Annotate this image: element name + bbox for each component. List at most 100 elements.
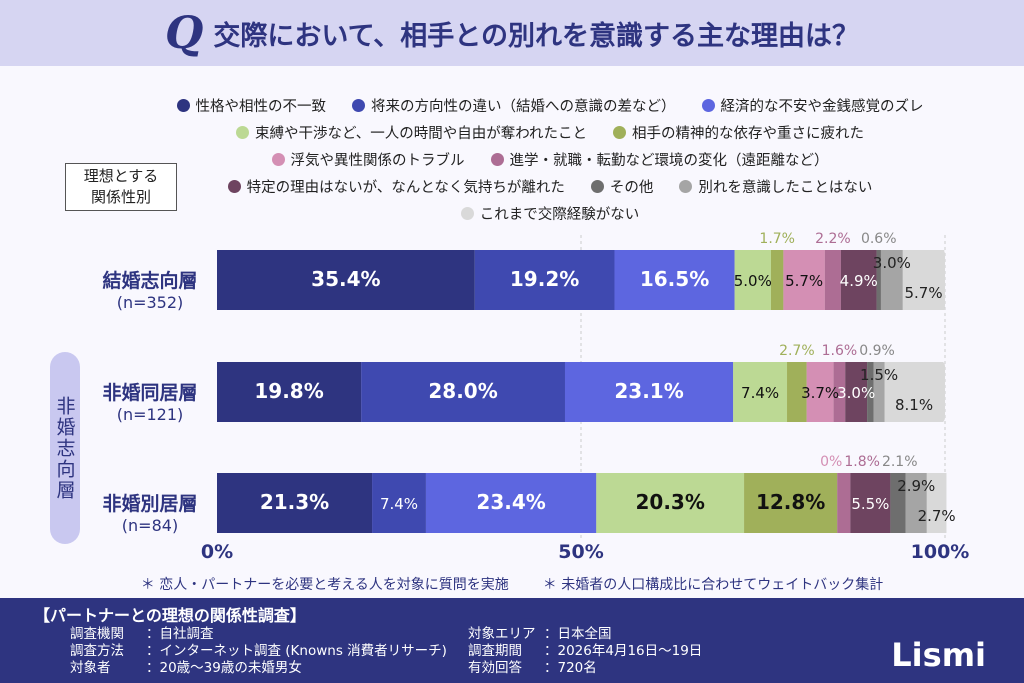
row-n: (n=352) [116,293,184,312]
data-label: 35.4% [311,267,380,291]
data-label: 23.1% [614,379,683,403]
data-label: 4.9% [840,272,878,290]
bar-segment [614,250,735,310]
bar-segment [890,473,906,533]
info-key: 調査機関 [70,626,124,642]
bar-segment [884,362,944,422]
legend-label: 経済的な不安や金銭感覚のズレ [720,99,924,115]
info-value: ：20歳～39歳の未婚男女 [146,660,302,676]
info-value: ：インターネット調査 (Knowns 消費者リサーチ) [146,643,447,659]
row-name: 結婚志向層 [102,270,198,292]
data-label: 1.5% [860,366,898,384]
legend-item: その他 [590,176,653,197]
legend-dot [460,207,474,220]
legend-label: 進学・就職・転勤など環境の変化（遠距離など） [509,153,829,169]
legend-dot [701,99,715,112]
legend-label: 相手の精神的な依存や重さに疲れた [632,126,865,142]
data-label: 5.5% [851,495,889,513]
data-label: 3.0% [837,384,875,402]
data-label: 5.7% [785,272,823,290]
legend-item: 進学・就職・転勤など環境の変化（遠距離など） [490,149,829,170]
data-label: 5.7% [904,284,942,302]
info-value: ：自社調査 [146,626,214,642]
header: Q 交際において、相手との別れを意識する主な理由は？ [0,0,1024,66]
row-n: (n=84) [121,516,179,535]
bar-segment [744,473,838,533]
q-mark: Q [165,7,204,59]
legend-item: 浮気や異性関係のトラブル [271,149,465,170]
data-label: 8.1% [895,396,933,414]
data-label: 0.9% [859,343,895,359]
bar-segment [876,250,881,310]
info-key: 有効回答 [468,660,522,676]
bar-segment [867,362,874,422]
bar-segment [372,473,426,533]
data-label: 7.4% [380,495,418,513]
notes: ＊ 恋人・パートナーを必要と考える人を対象に質問を実施 ＊ 未婚者の人口構成比に… [0,574,1024,594]
info-key: 調査期間 [468,643,522,659]
data-label: 2.9% [897,477,935,495]
bar-segment [873,362,885,422]
x-tick: 100% [910,541,970,563]
legend-label: 浮気や異性関係のトラブル [290,153,465,169]
axis-label-line2: 関係性別 [90,188,151,206]
legend-item: 相手の精神的な依存や重さに疲れた [613,122,864,143]
bar-segment [783,250,825,310]
info-key: 対象者 [70,660,111,676]
legend-label: これまで交際経験がない [479,207,640,223]
legend-dot [590,180,604,193]
bar-segment [845,362,868,422]
axis-category-label: 理想とする 関係性別 [65,163,177,211]
legend-row: 特定の理由はないが、なんとなく気持ちが離れた その他 別れを意識したことはない [120,173,980,200]
bar-segment [787,362,807,422]
x-tick: 50% [558,541,604,563]
info-key: 調査方法 [70,643,124,659]
legend-item: 経済的な不安や金銭感覚のズレ [701,95,924,116]
bar-segment [880,250,903,310]
bar-segment [771,250,784,310]
legend-label: 性格や相性の不一致 [195,99,327,115]
bar-segment [806,362,834,422]
legend-row: これまで交際経験がない [120,200,980,227]
data-label: 2.7% [779,343,815,359]
legend-label: 別れを意識したことはない [698,180,873,196]
legend-label: 将来の方向性の違い（結婚への意識の差など） [371,99,676,115]
bar-segment [425,473,597,533]
info-key: 対象エリア [468,626,536,642]
info-value: ：日本全国 [544,626,612,642]
data-label: 5.0% [734,272,772,290]
footer: 【パートナーとの理想の関係性調査】 調査機関 ：自社調査 調査方法 ：インターネット… [0,598,1024,683]
row-label-0: 結婚志向層 (n=352) [90,266,210,312]
legend-row: 浮気や異性関係のトラブル 進学・就職・転勤など環境の変化（遠距離など） [120,146,980,173]
bar-segment [850,473,891,533]
data-label: 21.3% [260,490,329,514]
legend-dot [679,180,693,193]
data-label: 1.8% [844,454,880,470]
legend: 性格や相性の不一致 将来の方向性の違い（結婚への意識の差など） 経済的な不安や金銭感… [120,92,980,227]
footer-left: 調査機関 ：自社調査 調査方法 ：インターネット調査 (Knowns 消費者リサーチ… [70,626,447,677]
legend-dot [352,99,365,112]
data-label: 0% [820,454,842,470]
footer-title: 【パートナーとの理想の関係性調査】 [34,606,306,625]
info-value: ：720名 [544,660,597,676]
data-label: 28.0% [428,379,497,403]
data-label: 2.1% [882,454,918,470]
x-tick: 0% [200,541,234,563]
data-label: 1.6% [822,343,858,359]
footer-right: 対象エリア ：日本全国 調査期間 ：2026年4月16日～19日 有効回答 ：720名 [468,626,702,677]
legend-dot [235,126,249,139]
bar-segment [905,473,927,533]
stacked-bar-chart: 35.4% 19.2% 16.5% 5.0% 1.7% 5.7% 2.2% 4.9% 0.6% 3… [217,231,956,540]
legend-dot [176,99,190,112]
bar-segment [217,250,475,310]
legend-item: 束縛や干渉など、一人の時間や自由が奪われたこと [235,122,587,143]
data-label: 16.5% [640,267,709,291]
bar-segment [564,362,734,422]
bar-segment [361,362,565,422]
info-value: ：2026年4月16日～19日 [544,643,703,659]
data-label: 1.7% [759,231,795,247]
brand-logo: Lismi [891,636,986,674]
legend-item: 特定の理由はないが、なんとなく気持ちが離れた [227,176,565,197]
data-label: 3.7% [801,384,839,402]
data-label: 2.2% [815,231,851,247]
